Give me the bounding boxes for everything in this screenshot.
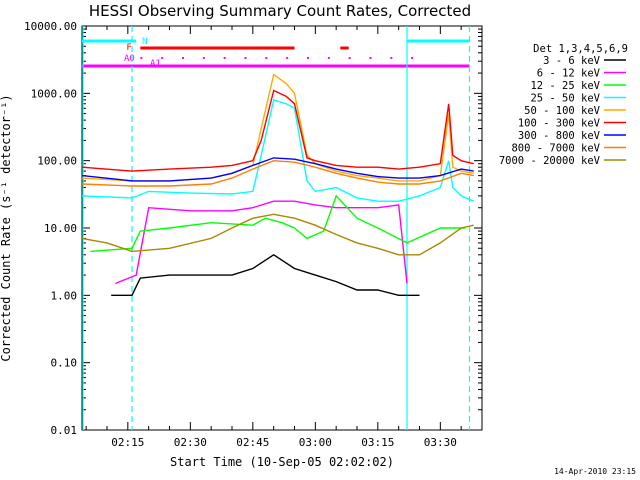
y-tick-label: 100.00 bbox=[37, 155, 77, 168]
legend-entry: 6 - 12 keV bbox=[537, 68, 601, 80]
flag-dot-a1 bbox=[223, 57, 226, 59]
flag-label-f: F bbox=[126, 43, 131, 53]
flag-dot-a1 bbox=[286, 57, 289, 59]
flag-label-a0: A0 bbox=[124, 54, 135, 64]
y-tick-label: 1000.00 bbox=[31, 87, 77, 100]
y-axis-label: Corrected Count Rate (s⁻¹ detector⁻¹) bbox=[0, 94, 13, 361]
y-tick-label: 10.00 bbox=[44, 222, 77, 235]
series-line bbox=[81, 213, 474, 256]
legend-entry: 300 - 800 keV bbox=[518, 130, 601, 142]
chart-title: HESSI Observing Summary Count Rates, Cor… bbox=[89, 2, 471, 20]
legend-entry: 7000 - 20000 keV bbox=[499, 155, 601, 167]
series-line bbox=[81, 157, 474, 182]
x-axis-label: Start Time (10-Sep-05 02:02:02) bbox=[170, 455, 394, 469]
flag-dot-a1 bbox=[390, 57, 393, 59]
flag-dot-a1 bbox=[140, 57, 143, 59]
flag-label-a1: A1 bbox=[150, 59, 161, 69]
series-line bbox=[81, 73, 474, 182]
y-tick-label: 10000.00 bbox=[24, 20, 77, 33]
series-line bbox=[115, 200, 408, 285]
flag-dot-a1 bbox=[327, 57, 330, 59]
legend-entry: 12 - 25 keV bbox=[530, 80, 600, 92]
x-tick-label: 02:30 bbox=[174, 436, 207, 449]
plot-area: 10000.00 1000.00 100.00 10.00 1.00 0.10 0.01 02… bbox=[24, 20, 483, 449]
legend-entry: 3 - 6 keV bbox=[543, 55, 601, 67]
flag-dot-a1 bbox=[182, 57, 184, 59]
y-tick-label: 0.10 bbox=[51, 357, 78, 370]
legend-title: Det 1,3,4,5,6,9 bbox=[533, 43, 628, 55]
x-tick-label: 02:15 bbox=[111, 436, 144, 449]
y-tick-label: 0.01 bbox=[51, 424, 78, 437]
flag-dot-a1 bbox=[265, 57, 268, 59]
series-line bbox=[90, 194, 466, 253]
series-line bbox=[81, 159, 474, 187]
x-tick-label: 03:30 bbox=[424, 436, 457, 449]
legend-entry: 25 - 50 keV bbox=[530, 93, 600, 105]
x-tick-label: 03:00 bbox=[299, 436, 332, 449]
flag-label-n: N bbox=[142, 37, 147, 47]
flag-dot-a1 bbox=[202, 57, 205, 59]
legend-entry: 50 - 100 keV bbox=[524, 105, 601, 117]
x-tick-label: 02:45 bbox=[236, 436, 269, 449]
series-line bbox=[81, 89, 474, 172]
flag-dot-a1 bbox=[307, 57, 309, 59]
footer-timestamp: 14-Apr-2010 23:15 bbox=[554, 467, 636, 476]
series-line bbox=[111, 253, 420, 296]
flag-dot-a1 bbox=[244, 57, 247, 59]
flag-dot-a1 bbox=[411, 57, 414, 59]
legend-entry: 800 - 7000 keV bbox=[511, 143, 600, 155]
flag-dot-a1 bbox=[348, 57, 351, 59]
y-tick-label: 1.00 bbox=[51, 289, 78, 302]
flag-dot-a1 bbox=[369, 57, 372, 59]
flag-dot-a1 bbox=[161, 57, 164, 59]
legend-entry: 100 - 300 keV bbox=[518, 118, 601, 130]
x-tick-label: 03:15 bbox=[361, 436, 394, 449]
plot-frame bbox=[81, 25, 483, 431]
